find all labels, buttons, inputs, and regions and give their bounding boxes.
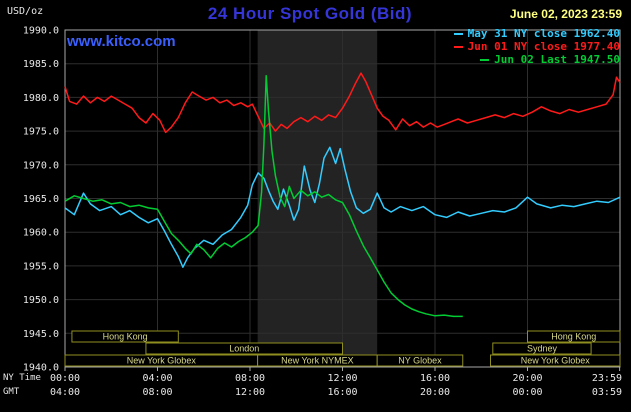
chart-datetime: June 02, 2023 23:59 (509, 7, 622, 21)
y-axis-units: USD/oz (7, 6, 44, 17)
y-tick-label: 1965.0 (23, 194, 59, 205)
legend-label: May 31 NY close 1962.40 (467, 27, 620, 40)
y-tick-label: 1950.0 (23, 295, 59, 306)
session-box (145, 342, 343, 355)
x-tick-label-gmt: 08:00 (142, 387, 172, 398)
legend-row-may31: May 31 NY close 1962.40 (453, 27, 620, 40)
x-tick-label-ny: 12:00 (327, 373, 357, 384)
session-box (71, 330, 179, 343)
session-label: New York Globex (521, 356, 591, 366)
x-tick-label-ny: 00:00 (50, 373, 80, 384)
session-label: New York Globex (127, 356, 197, 366)
kitco-link[interactable]: www.kitco.com (67, 33, 176, 50)
y-tick-label: 1990.0 (23, 26, 59, 37)
legend-label: Jun 01 NY close 1977.40 (467, 40, 620, 53)
legend-marker-icon (453, 45, 463, 48)
y-tick-label: 1945.0 (23, 329, 59, 340)
legend-row-jun01: Jun 01 NY close 1977.40 (453, 40, 620, 53)
x-tick-label-ny: 04:00 (142, 373, 172, 384)
session-label: New York NYMEX (281, 356, 354, 366)
series-line-may31 (64, 146, 621, 268)
x-tick-label-gmt: 16:00 (327, 387, 357, 398)
session-label: Hong Kong (103, 332, 148, 342)
legend-marker-icon (480, 58, 490, 61)
x-tick-label-gmt: 20:00 (420, 387, 450, 398)
session-box (527, 330, 621, 343)
y-tick-label: 1970.0 (23, 160, 59, 171)
y-tick-label: 1955.0 (23, 261, 59, 272)
x-tick-label-gmt: 12:00 (235, 387, 265, 398)
x-tick-label-ny: 16:00 (420, 373, 450, 384)
session-box (376, 354, 464, 367)
session-box (490, 354, 621, 367)
x-tick-label-ny: 08:00 (235, 373, 265, 384)
y-tick-label: 1975.0 (23, 127, 59, 138)
x-axis-ny-label: NY Time (3, 373, 41, 383)
session-label: Sydney (527, 344, 558, 354)
y-tick-label: 1960.0 (23, 228, 59, 239)
x-axis-gmt-label: GMT (3, 387, 20, 397)
x-tick-label-gmt: 00:00 (512, 387, 542, 398)
session-box (492, 342, 592, 355)
session-label: London (229, 344, 259, 354)
session-label: Hong Kong (551, 332, 596, 342)
x-tick-label-gmt: 04:00 (50, 387, 80, 398)
x-tick-label-ny: 23:59 (592, 373, 622, 384)
legend-row-jun02: Jun 02 Last 1947.50 (454, 53, 620, 66)
y-tick-label: 1985.0 (23, 59, 59, 70)
series-line-jun02 (64, 75, 463, 318)
series-line-jun01 (64, 72, 621, 134)
page-title: 24 Hour Spot Gold (Bid) (207, 4, 413, 23)
legend-marker-icon (453, 32, 463, 35)
x-tick-label-ny: 20:00 (512, 373, 542, 384)
session-label: NY Globex (398, 356, 442, 366)
plot-frame (64, 29, 621, 368)
x-tick-label-gmt: 03:59 (592, 387, 622, 398)
y-tick-label: 1980.0 (23, 93, 59, 104)
y-tick-label: 1940.0 (23, 363, 59, 374)
chart-legend: May 31 NY close 1962.40 Jun 01 NY close … (453, 27, 620, 66)
legend-label: Jun 02 Last 1947.50 (494, 53, 620, 66)
